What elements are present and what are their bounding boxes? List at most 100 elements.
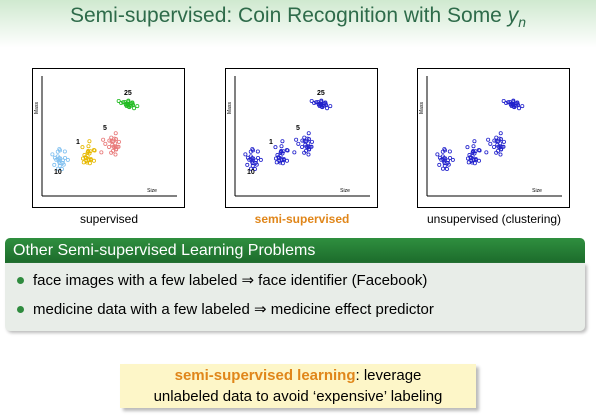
point <box>473 149 478 154</box>
point <box>306 147 311 152</box>
bullet <box>17 306 24 313</box>
cluster-label: 25 <box>317 90 325 97</box>
point <box>60 158 65 163</box>
point <box>302 135 307 140</box>
point <box>511 99 516 104</box>
point <box>486 137 491 142</box>
point <box>92 148 97 153</box>
y-axis-label: Mass <box>227 102 233 114</box>
point <box>109 150 114 155</box>
point <box>87 157 92 162</box>
cluster-label: 25 <box>124 90 132 97</box>
point <box>445 158 450 163</box>
point <box>302 150 307 155</box>
point <box>492 138 497 143</box>
point <box>85 154 90 159</box>
plot: Mass Size 25 5 1 10 <box>225 68 378 208</box>
point <box>328 104 333 109</box>
point <box>250 147 255 152</box>
point <box>466 160 471 165</box>
point <box>501 98 506 103</box>
plot-panel: Mass Size 25 5 1 10 <box>32 68 185 208</box>
point <box>280 151 285 156</box>
point <box>57 163 62 168</box>
point <box>444 167 449 172</box>
caption: semi-supervised <box>254 212 350 226</box>
point <box>62 149 67 154</box>
point <box>494 150 499 155</box>
point <box>442 147 447 152</box>
point <box>65 157 70 162</box>
point <box>306 141 311 146</box>
point <box>498 152 503 157</box>
point <box>309 144 314 149</box>
frame <box>32 68 185 208</box>
point <box>439 157 444 162</box>
point <box>498 144 503 149</box>
cluster-label: 5 <box>103 125 107 132</box>
point <box>312 101 317 106</box>
point <box>285 148 290 153</box>
note-text: : leverage <box>355 367 422 384</box>
point <box>57 147 62 152</box>
point <box>86 144 91 149</box>
point <box>498 137 503 142</box>
point <box>243 152 248 157</box>
cluster-label: 1 <box>76 139 80 146</box>
point <box>57 156 62 161</box>
title-text: Semi-supervised: Coin Recognition with S… <box>70 4 508 27</box>
note-highlight: semi-supervised learning <box>174 367 356 384</box>
point <box>245 162 250 167</box>
point <box>126 104 131 109</box>
plot: Mass Size 25 5 1 10 <box>32 68 185 208</box>
point <box>306 131 311 136</box>
point <box>498 131 503 136</box>
point <box>306 144 311 149</box>
point <box>306 152 311 157</box>
point <box>87 139 92 144</box>
title-var: y <box>507 4 519 27</box>
point <box>294 137 299 142</box>
point <box>322 101 327 106</box>
note-box: semi-supervised learning: leverage unlab… <box>120 364 476 408</box>
point <box>54 157 59 162</box>
point <box>109 135 114 140</box>
point <box>473 158 478 163</box>
point <box>250 163 255 168</box>
point <box>63 156 68 161</box>
point <box>129 101 134 106</box>
point <box>101 137 106 142</box>
point <box>80 145 85 150</box>
point <box>309 139 314 144</box>
point <box>250 156 255 161</box>
point <box>440 166 445 171</box>
point <box>520 104 525 109</box>
point <box>280 157 285 162</box>
x-axis-label: Size <box>532 188 542 194</box>
point <box>273 145 278 150</box>
point <box>274 160 279 165</box>
frame <box>225 68 378 208</box>
point <box>248 166 253 171</box>
point <box>498 141 503 146</box>
point <box>306 137 311 142</box>
point <box>113 141 118 146</box>
point <box>52 162 57 167</box>
box-title: Other Semi-supervised Learning Problems <box>5 238 585 263</box>
cluster-label: 10 <box>247 169 255 176</box>
point <box>55 166 60 171</box>
point <box>506 100 511 105</box>
point <box>258 157 263 162</box>
point <box>281 149 286 154</box>
note-text: unlabeled data to avoid ‘expensive’ labe… <box>153 388 443 405</box>
point <box>318 101 323 106</box>
point <box>280 139 285 144</box>
point <box>494 135 499 140</box>
cluster-label: 10 <box>54 169 62 176</box>
point <box>119 101 124 106</box>
cluster-label: 1 <box>269 139 273 146</box>
y-axis-label: Mass <box>34 102 40 114</box>
point <box>484 150 489 155</box>
point <box>99 150 104 155</box>
